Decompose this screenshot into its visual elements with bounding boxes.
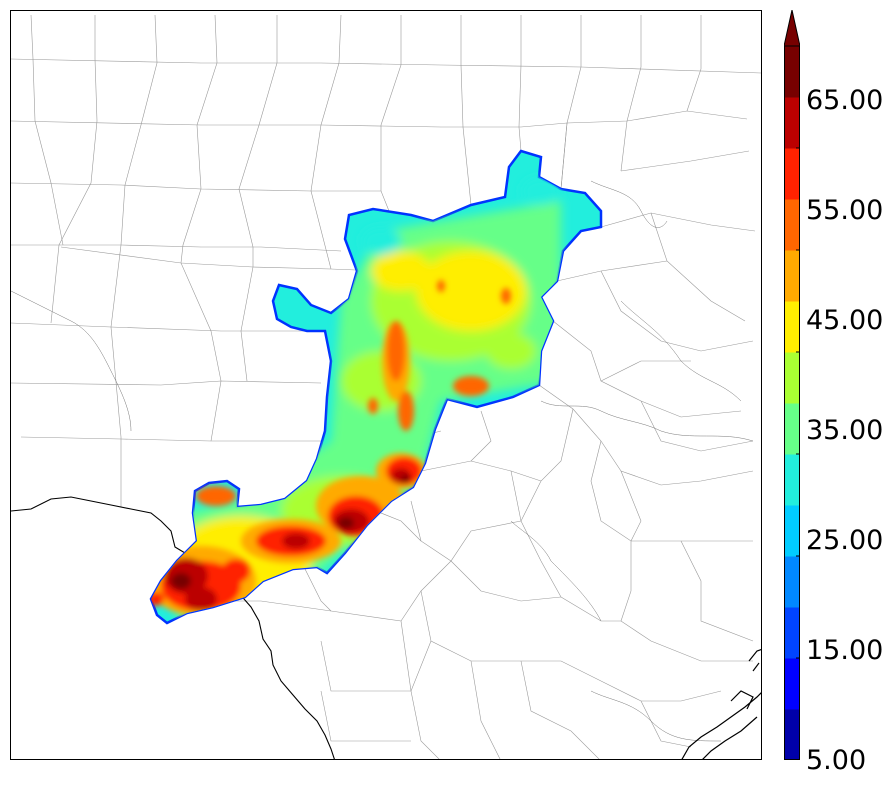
colorbar-tick-label: 25.00 (806, 525, 884, 556)
rainfall-swath (149, 149, 603, 625)
colorbar-segment (784, 250, 800, 302)
colorbar-tick-label: 45.00 (806, 305, 884, 336)
coastline (681, 649, 761, 759)
colorbar-tick-label: 55.00 (806, 195, 884, 226)
colorbar-segment (784, 301, 800, 353)
colorbar-segment (784, 352, 800, 404)
colorbar-segment (784, 199, 800, 251)
colorbar-extend-arrow (784, 10, 800, 47)
colorbar-segment (784, 709, 800, 760)
county-boundaries (11, 14, 761, 759)
colorbar-segment (784, 97, 800, 149)
colorbar-segment (784, 658, 800, 710)
colorbar-tick-label: 65.00 (806, 85, 884, 116)
colorbar-segment (784, 403, 800, 455)
colorbar-outline (784, 45, 800, 760)
colorbar-segment (784, 148, 800, 200)
river-lines (11, 180, 754, 742)
colorbar-segment (784, 505, 800, 557)
map-panel (10, 10, 762, 760)
colorbar-segment (784, 556, 800, 608)
colorbar (784, 10, 800, 760)
map-canvas (11, 14, 761, 759)
colorbar-segment (784, 607, 800, 659)
colorbar-tick-label: 5.00 (806, 745, 867, 776)
colorbar-tick-label: 35.00 (806, 415, 884, 446)
colorbar-segment (784, 454, 800, 506)
colorbar-segment (784, 46, 800, 98)
colorbar-tick-label: 15.00 (806, 635, 884, 666)
